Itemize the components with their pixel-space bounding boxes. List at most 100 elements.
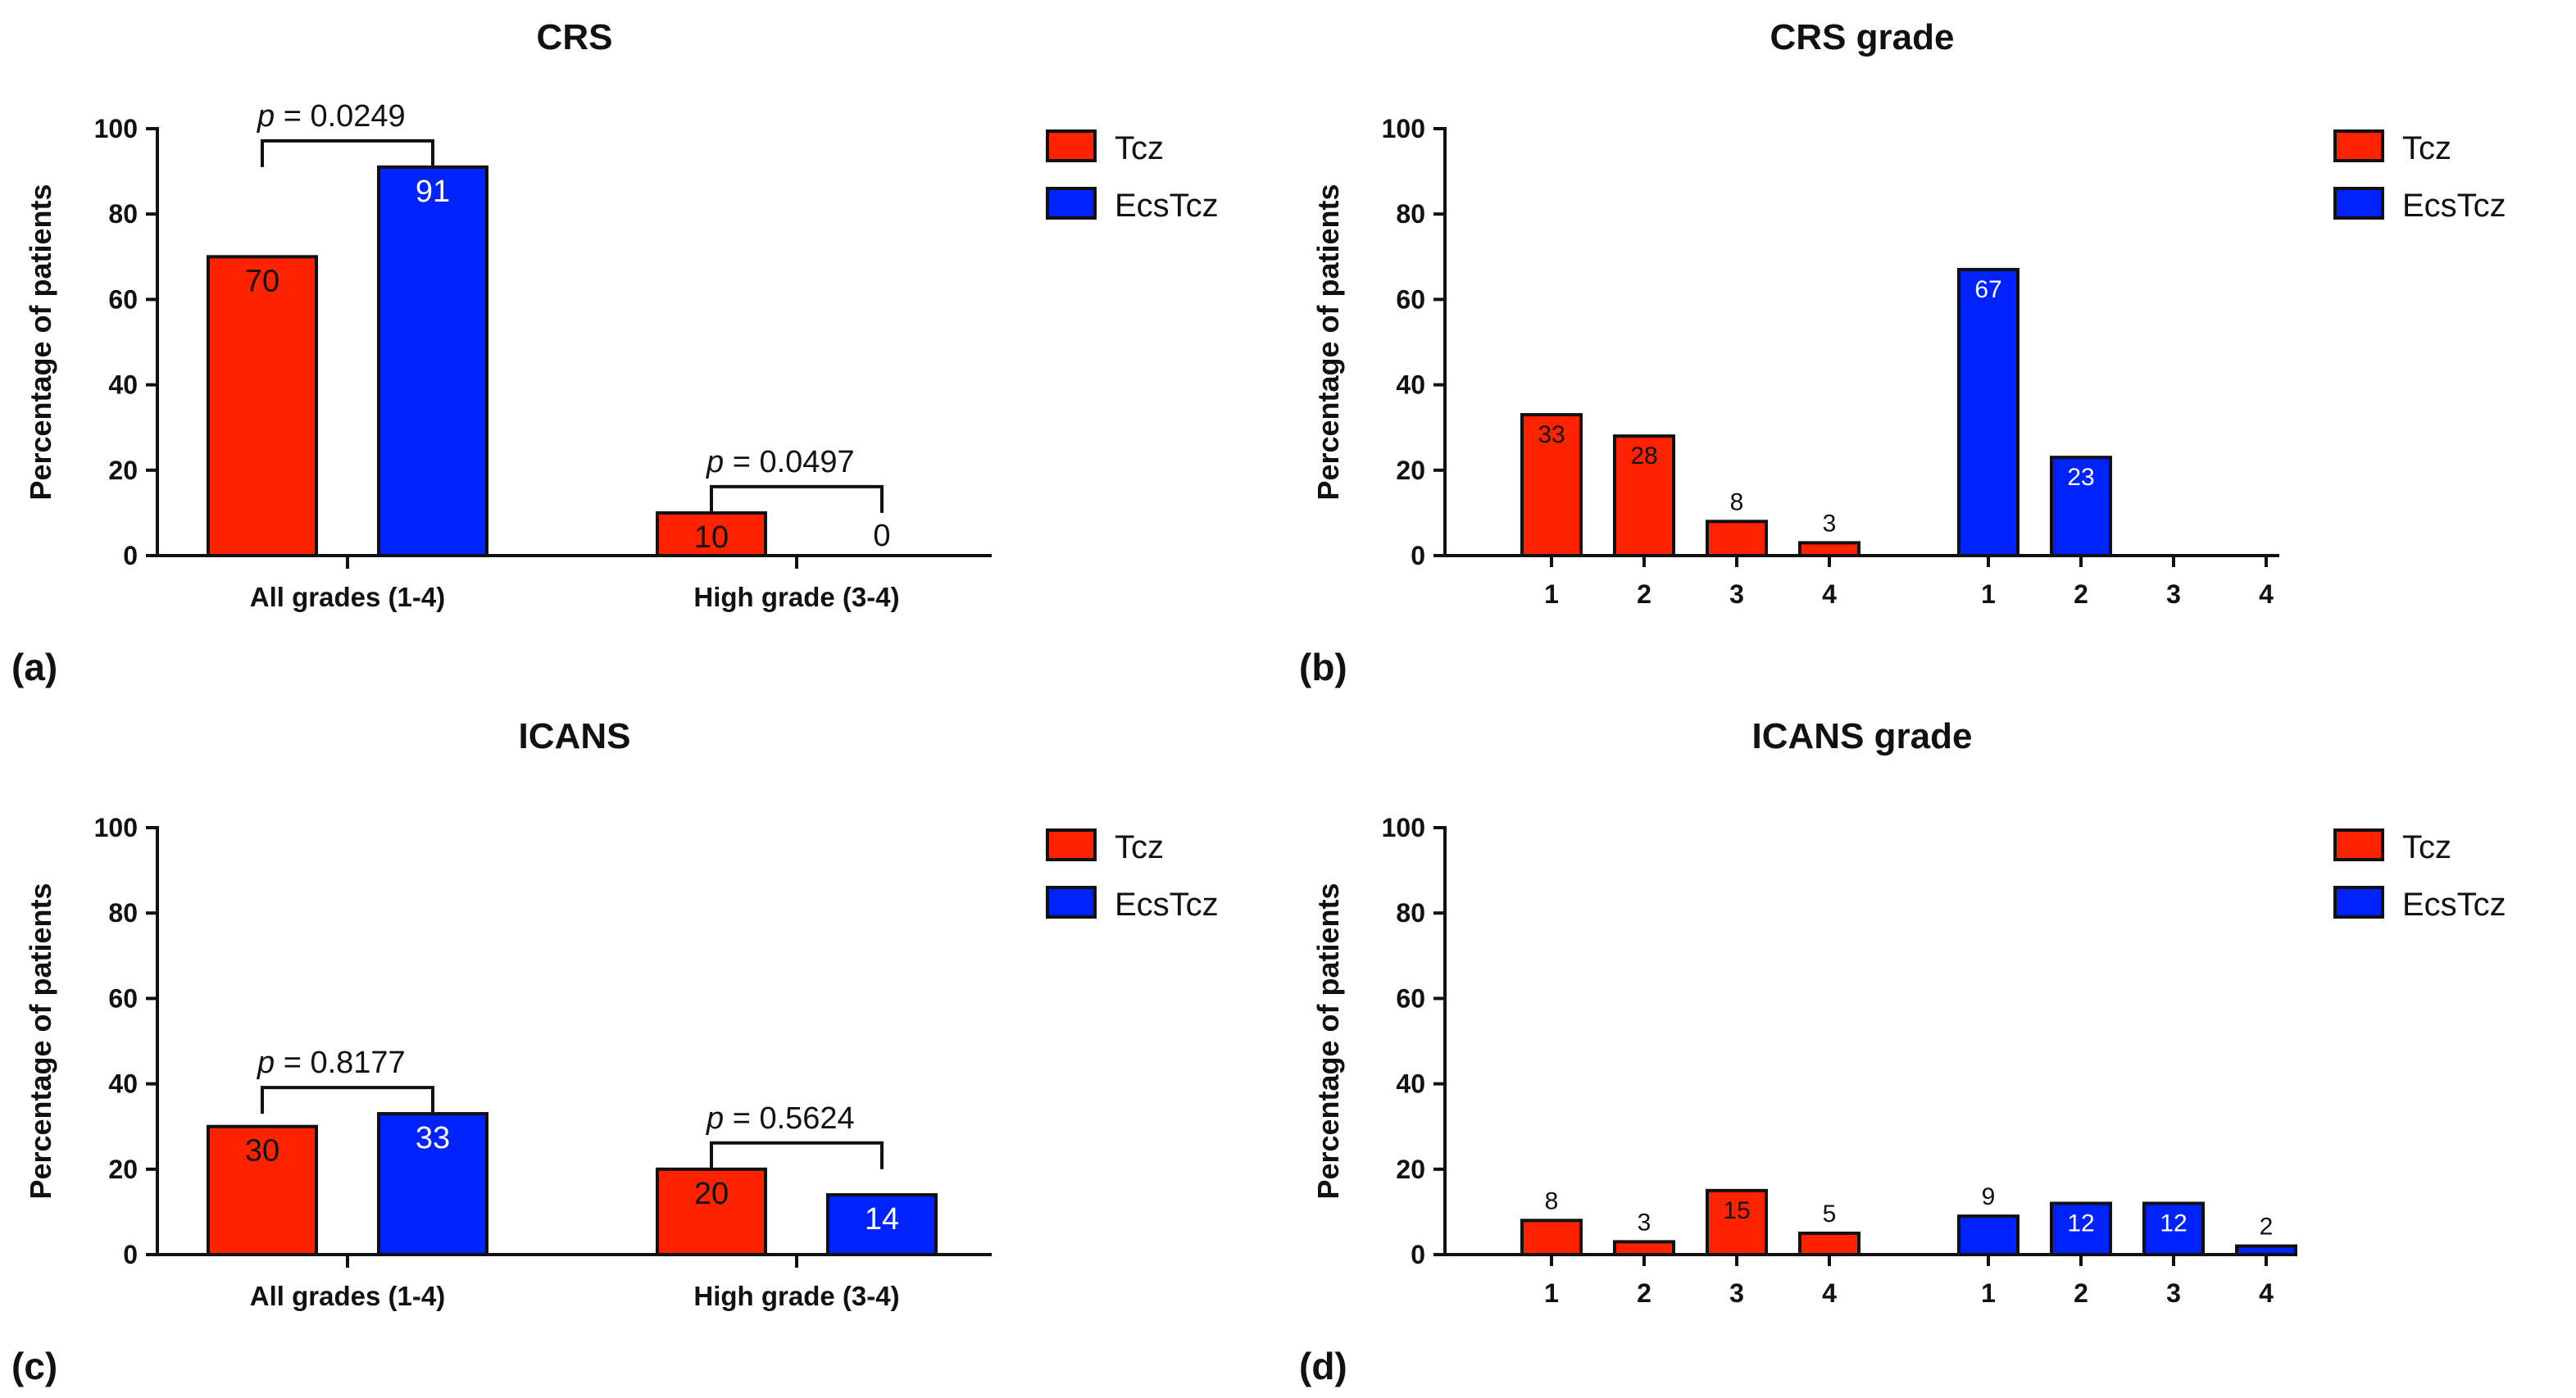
data-label: 8 <box>1730 488 1744 515</box>
legend-label-tcz: Tcz <box>2402 130 2451 166</box>
panel-label: (c) <box>11 1345 57 1387</box>
chart-b-svg: CRS grade 0 20 40 60 80 100 Percentage of patie… <box>1299 17 2506 688</box>
y-tick-label: 80 <box>1396 898 1425 928</box>
chart-title: ICANS <box>519 716 631 756</box>
x-category-label: 2 <box>2074 579 2088 609</box>
p-value-prefix: p <box>706 445 724 479</box>
bar-tcz-grade-3 <box>1706 1188 1768 1256</box>
legend-label-tcz: Tcz <box>2402 829 2451 865</box>
bar-tcz-grade-4 <box>1798 1231 1860 1257</box>
chart-panel-a: CRS 0 20 40 60 80 100 Percentage of patients (a)… <box>0 0 1288 699</box>
p-value-prefix: p <box>257 99 275 134</box>
legend-swatch-tcz <box>1046 828 1097 861</box>
y-tick-label: 60 <box>1396 983 1425 1013</box>
bar-ecstcz-1 <box>826 1193 938 1256</box>
legend: Tcz EcsTcz <box>1046 828 1219 923</box>
legend: Tcz EcsTcz <box>2333 828 2506 923</box>
legend-swatch-tcz <box>2333 129 2384 162</box>
x-category-label: 4 <box>2259 579 2274 609</box>
y-tick-label: 20 <box>108 456 138 485</box>
significance-bracket <box>710 484 884 513</box>
x-category-label: All grades (1-4) <box>250 1281 445 1311</box>
x-category-label: 4 <box>1822 579 1837 609</box>
y-tick-label: 40 <box>108 370 138 400</box>
legend-swatch-tcz <box>2333 828 2384 861</box>
significance-bracket <box>261 138 434 167</box>
legend-swatch-ecstcz <box>1046 187 1097 220</box>
panel-label: (b) <box>1299 646 1347 688</box>
legend-swatch-ecstcz <box>2333 187 2384 220</box>
chart-panel-d: ICANS grade 0 20 40 60 80 100 Percentage of pat… <box>1288 699 2575 1398</box>
panel-label: (d) <box>1299 1345 1347 1387</box>
y-tick-label: 60 <box>108 284 138 314</box>
legend-label-tcz: Tcz <box>1115 829 1164 865</box>
p-value-prefix: p <box>706 1101 724 1136</box>
x-category-label: 3 <box>1729 1278 1744 1308</box>
y-tick-label: 80 <box>108 898 138 928</box>
bar-ecstcz-grade-3 <box>2142 1201 2205 1256</box>
data-label: 2 <box>2260 1214 2274 1241</box>
bar-tcz-grade-1 <box>1520 1219 1583 1257</box>
y-tick-label: 100 <box>94 813 138 842</box>
p-value-label: p = 0.5624 <box>706 1101 855 1136</box>
p-value-text: = 0.8177 <box>275 1046 406 1080</box>
p-value-prefix: p <box>257 1046 275 1080</box>
bar-tcz-grade-2 <box>1613 434 1675 557</box>
y-tick-label: 40 <box>1396 370 1425 400</box>
data-label: 3 <box>1638 1209 1651 1236</box>
chart-panel-b: CRS grade 0 20 40 60 80 100 Percentage of patie… <box>1288 0 2575 699</box>
bar-tcz-0 <box>207 255 318 557</box>
bar-ecstcz-grade-2 <box>2050 1201 2112 1256</box>
x-category-label: 2 <box>2074 1278 2088 1308</box>
legend-swatch-ecstcz <box>1046 886 1097 919</box>
chart-title: CRS grade <box>1770 17 1955 57</box>
data-label: 12 <box>2160 1210 2187 1237</box>
y-tick-label: 0 <box>1411 1240 1425 1269</box>
y-tick-label: 60 <box>108 983 138 1013</box>
x-category-label: 2 <box>1637 1278 1651 1308</box>
bar-ecstcz-0 <box>377 165 488 557</box>
y-tick-label: 20 <box>108 1155 138 1184</box>
x-category-label: 4 <box>1822 1278 1837 1308</box>
y-axis-label: Percentage of patients <box>1311 184 1345 500</box>
y-tick-label: 20 <box>1396 456 1425 485</box>
data-label: 10 <box>694 520 729 555</box>
x-category-label: 1 <box>1544 1278 1559 1308</box>
y-axis-label: Percentage of patients <box>24 184 57 500</box>
y-tick-label: 100 <box>1382 114 1425 143</box>
p-value-text: = 0.0249 <box>275 99 406 134</box>
x-category-label: 2 <box>1637 579 1651 609</box>
legend-swatch-ecstcz <box>2333 886 2384 919</box>
y-tick-label: 40 <box>1396 1069 1425 1099</box>
legend: Tcz EcsTcz <box>2333 129 2506 224</box>
x-category-label: All grades (1-4) <box>250 582 445 612</box>
p-value-label: p = 0.0497 <box>706 445 855 479</box>
data-label: 9 <box>1982 1183 1996 1210</box>
bar-tcz-grade-1 <box>1520 413 1583 557</box>
chart-c-svg: ICANS 0 20 40 60 80 100 Percentage of patients (… <box>11 716 1219 1387</box>
bar-tcz-1 <box>656 1167 767 1256</box>
x-category-label: 1 <box>1981 1278 1996 1308</box>
data-label: 14 <box>865 1202 899 1237</box>
chart-title: CRS <box>537 17 613 57</box>
y-axis-label: Percentage of patients <box>1311 883 1345 1199</box>
bar-ecstcz-0 <box>377 1112 488 1256</box>
p-value-label: p = 0.0249 <box>257 99 406 134</box>
data-label: 28 <box>1630 443 1657 470</box>
data-label: 5 <box>1823 1201 1837 1228</box>
p-value-text: = 0.5624 <box>724 1101 855 1136</box>
x-category-label: 1 <box>1981 579 1996 609</box>
y-tick-label: 60 <box>1396 284 1425 314</box>
bar-ecstcz-grade-1 <box>1957 1214 2019 1256</box>
y-tick-label: 100 <box>94 114 138 143</box>
y-tick-label: 100 <box>1382 813 1425 842</box>
data-label: 0 <box>873 519 890 553</box>
data-label: 30 <box>245 1134 279 1169</box>
data-label: 12 <box>2067 1210 2094 1237</box>
data-label: 70 <box>245 264 279 298</box>
data-label: 23 <box>2067 464 2094 491</box>
significance-bracket <box>710 1141 884 1169</box>
legend: Tcz EcsTcz <box>1046 129 1219 224</box>
bar-tcz-0 <box>207 1124 318 1257</box>
x-category-label: High grade (3-4) <box>693 1281 899 1311</box>
